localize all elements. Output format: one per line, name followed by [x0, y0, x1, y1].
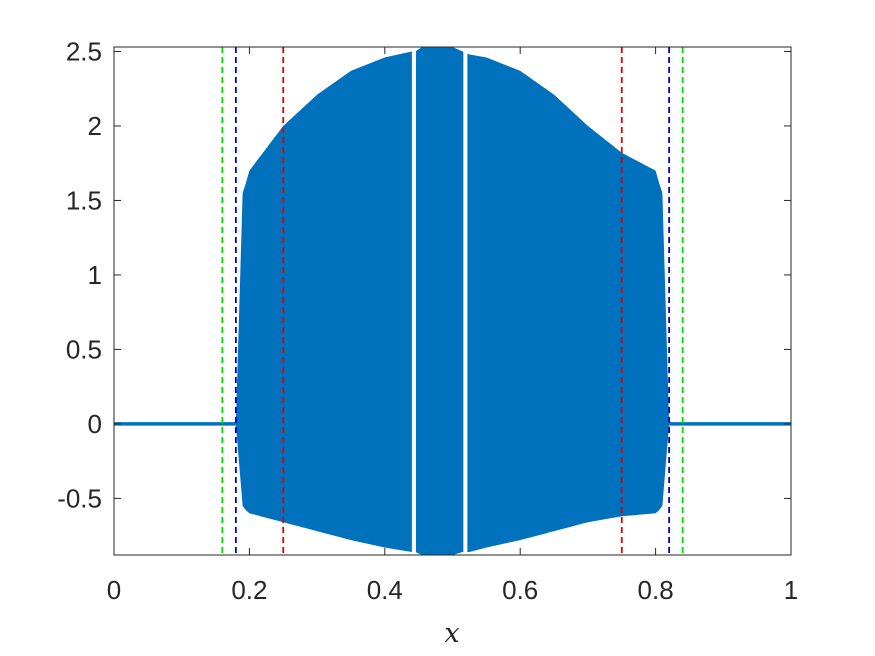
x-tick-label: 0.2 [231, 575, 267, 605]
x-tick-label: 0.8 [638, 575, 674, 605]
x-tick-label: 1 [784, 575, 798, 605]
x-tick-label: 0.6 [502, 575, 538, 605]
y-tick-label: 0 [88, 409, 102, 439]
x-tick-label: 0.4 [367, 575, 403, 605]
series-0-gap-0 [411, 47, 416, 555]
y-tick-label: 2.5 [66, 36, 102, 66]
y-tick-label: 1.5 [66, 185, 102, 215]
series-0-oscillation-envelope [235, 47, 670, 555]
tick-layer: 0 0.2 0.4 0.6 0.8 1 -0.5 0 0.5 1 1.5 2 2.5 [57, 36, 798, 605]
vline-layer [221, 47, 684, 555]
plot-frame [113, 46, 792, 556]
series-layer [114, 47, 791, 555]
y-tick-label: 0.5 [66, 334, 102, 364]
x-axis-label: x [444, 618, 459, 649]
y-tick-label: -0.5 [57, 483, 102, 513]
y-tick-label: 2 [88, 111, 102, 141]
x-tick-label: 0 [107, 575, 121, 605]
y-tick-label: 1 [88, 260, 102, 290]
series-0-gap-1 [463, 47, 468, 555]
